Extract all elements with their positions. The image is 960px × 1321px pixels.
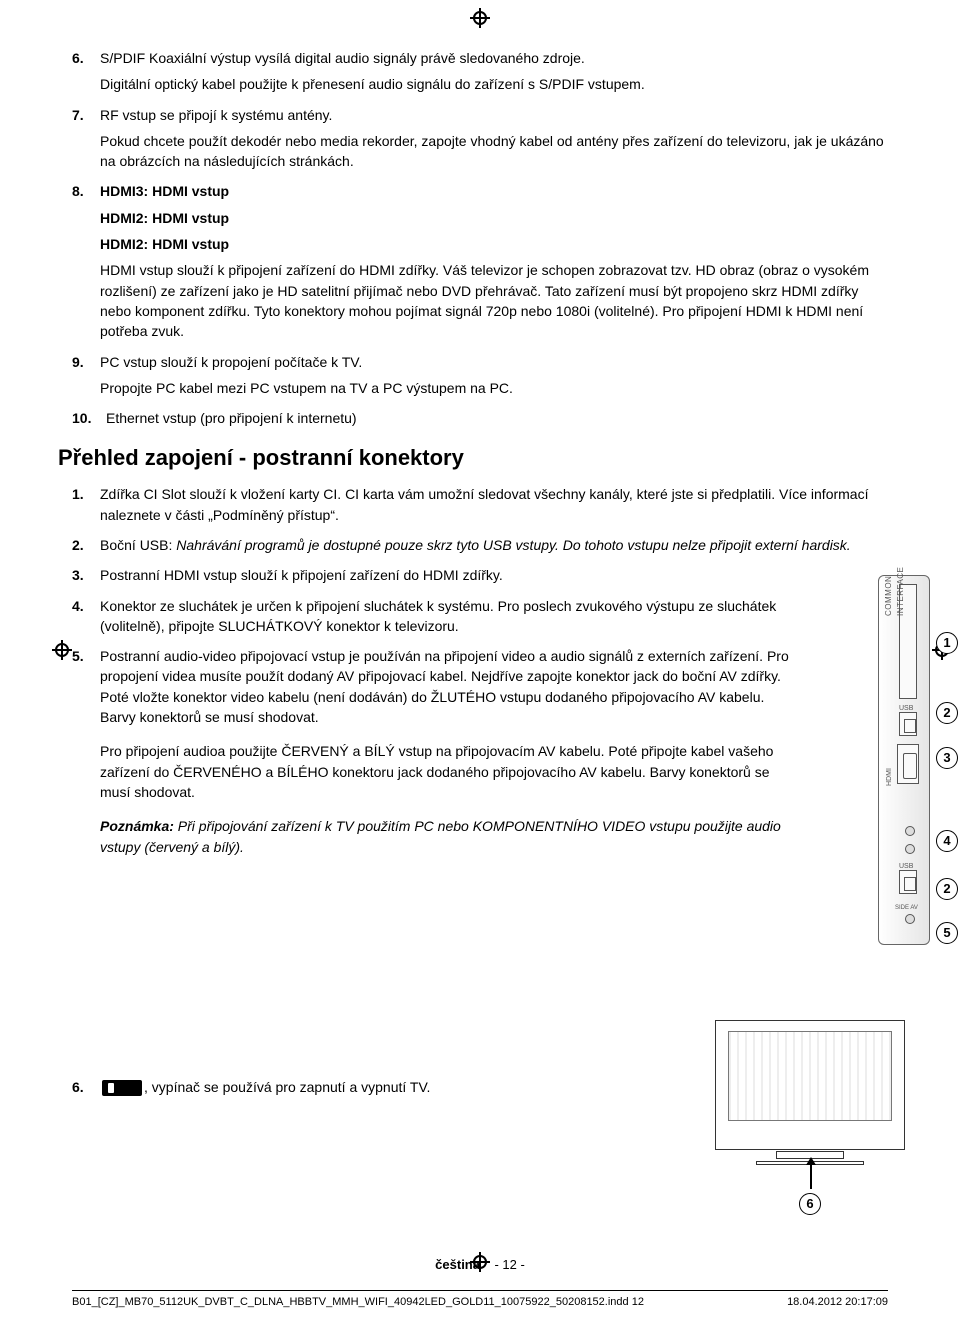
jack-headphone <box>905 826 915 836</box>
footer-rule <box>72 1290 888 1291</box>
list-body: Boční USB: Nahrávání programů je dostupn… <box>100 535 888 555</box>
list-rear-connectors: 6. S/PDIF Koaxiální výstup vysílá digital… <box>72 48 888 428</box>
callout-2: 2 <box>936 702 958 724</box>
list-item-text: RF vstup se připojí k systému antény. <box>100 105 888 125</box>
list-number: 2. <box>72 535 94 555</box>
list-item-text: HDMI vstup slouží k připojení zařízení d… <box>100 260 888 341</box>
footer-language-page: čeština - 12 - <box>0 1256 960 1275</box>
port-hdmi <box>897 744 919 784</box>
list-number: 6. <box>72 48 94 95</box>
footer-meta: B01_[CZ]_MB70_5112UK_DVBT_C_DLNA_HBBTV_M… <box>72 1295 888 1311</box>
side-av-label: SIDE AV <box>895 904 918 913</box>
list-side-connectors: 1.Zdířka CI Slot slouží k vložení karty … <box>72 484 888 856</box>
list-item-text: PC vstup slouží k propojení počítače k T… <box>100 352 888 372</box>
list-number: 5. <box>72 646 94 857</box>
list-number: 3. <box>72 565 94 585</box>
list-number: 8. <box>72 181 94 341</box>
list-body: Postranní HDMI vstup slouží k připojení … <box>100 565 820 585</box>
port-ci-label: COMMON INTERFACE <box>883 567 906 616</box>
list-bold-line: HDMI3: HDMI vstup <box>100 181 888 201</box>
callout-1: 1 <box>936 632 958 654</box>
list-body: Konektor ze sluchátek je určen k připoje… <box>100 596 820 637</box>
port-hdmi-label: HDMI <box>885 768 895 786</box>
side-panel-illustration: COMMON INTERFACE USB HDMI USB SIDE AV <box>878 575 930 945</box>
list-item-text: Postranní HDMI vstup slouží k připojení … <box>100 565 820 585</box>
list-number: 6. <box>72 1077 94 1097</box>
list-item-text: Pokud chcete použít dekodér nebo media r… <box>100 131 888 172</box>
list-item-text: Zdířka CI Slot slouží k vložení karty CI… <box>100 484 888 525</box>
list-number: 9. <box>72 352 94 399</box>
list-body: RF vstup se připojí k systému antény. Pok… <box>100 105 888 172</box>
callout-3: 3 <box>936 747 958 769</box>
list-item-text: Boční USB: Nahrávání programů je dostupn… <box>100 535 888 555</box>
list-body: HDMI3: HDMI vstup HDMI2: HDMI vstup HDMI2:… <box>100 181 888 341</box>
list-body: Ethernet vstup (pro připojení k internet… <box>106 408 888 428</box>
list-item-text: S/PDIF Koaxiální výstup vysílá digital a… <box>100 48 888 68</box>
note-text: Poznámka: Při připojování zařízení k TV … <box>100 816 800 857</box>
list-item-text: Postranní audio-video připojovací vstup … <box>100 646 800 727</box>
jack-2 <box>905 844 915 854</box>
list-body: S/PDIF Koaxiální výstup vysílá digital a… <box>100 48 888 95</box>
callout-6: 6 <box>799 1193 821 1215</box>
jack-side-av <box>905 914 915 924</box>
list-item-text: Konektor ze sluchátek je určen k připoje… <box>100 596 820 637</box>
arrow-icon <box>810 1163 812 1189</box>
footer-date: 18.04.2012 20:17:09 <box>787 1295 888 1311</box>
reg-mark-left <box>52 640 72 660</box>
power-switch-icon <box>102 1080 142 1096</box>
list-item-text: Ethernet vstup (pro připojení k internet… <box>106 408 888 428</box>
list-body: Postranní audio-video připojovací vstup … <box>100 646 800 857</box>
list-body: Zdířka CI Slot slouží k vložení karty CI… <box>100 484 888 525</box>
callout-4: 4 <box>936 830 958 852</box>
tv-rear-illustration: 6 <box>715 1020 905 1150</box>
reg-mark-top <box>470 8 490 28</box>
callout-2: 2 <box>936 878 958 900</box>
list-item-text: Propojte PC kabel mezi PC vstupem na TV … <box>100 378 888 398</box>
list-number: 4. <box>72 596 94 637</box>
port-usb-1 <box>899 712 917 736</box>
list-number: 1. <box>72 484 94 525</box>
list-item-text: Pro připojení audioa použijte ČERVENÝ a … <box>100 741 800 802</box>
list-number: 7. <box>72 105 94 172</box>
list-item-text: Digitální optický kabel použijte k přene… <box>100 74 888 94</box>
port-usb-2 <box>899 870 917 894</box>
callout-5: 5 <box>936 922 958 944</box>
list-bold-line: HDMI2: HDMI vstup <box>100 208 888 228</box>
list-body: PC vstup slouží k propojení počítače k T… <box>100 352 888 399</box>
section-title-side-connectors: Přehled zapojení - postranní konektory <box>50 438 888 478</box>
footer-file: B01_[CZ]_MB70_5112UK_DVBT_C_DLNA_HBBTV_M… <box>72 1295 644 1311</box>
list-number: 10. <box>72 408 100 428</box>
list-bold-line: HDMI2: HDMI vstup <box>100 234 888 254</box>
